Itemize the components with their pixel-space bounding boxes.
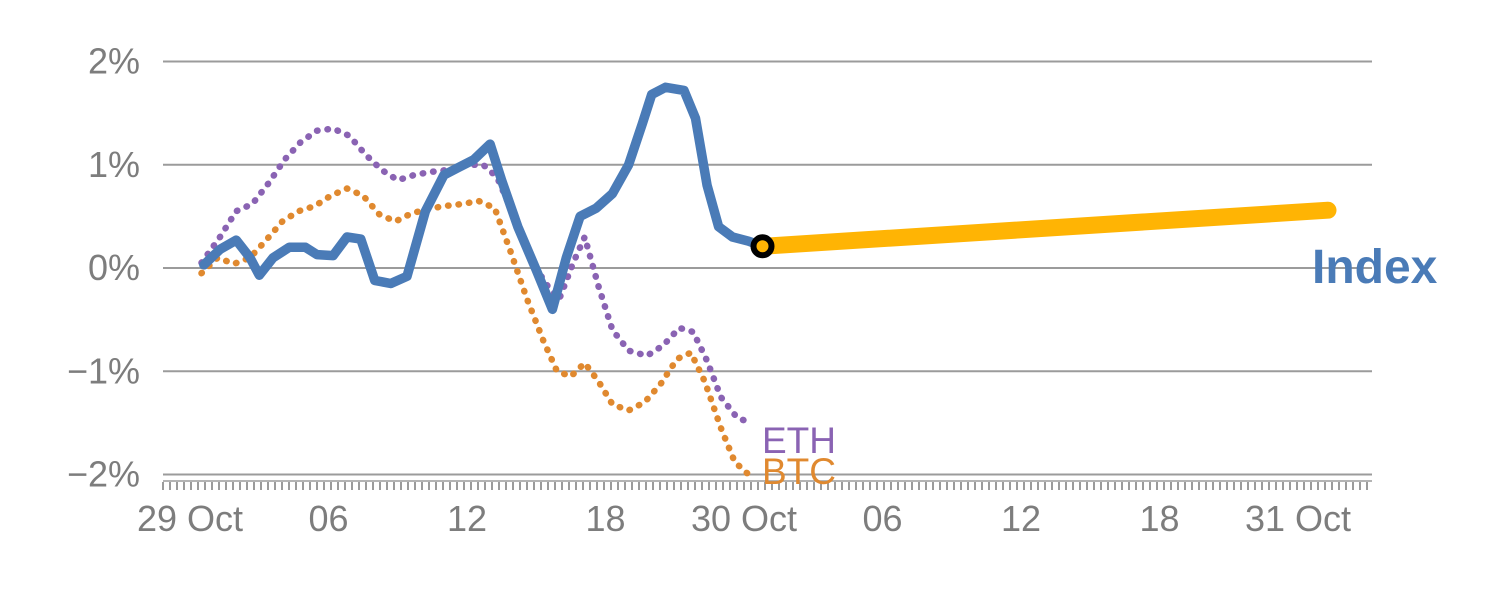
x-tick-label: 29 Oct — [137, 498, 243, 539]
x-tick-label: 06 — [862, 498, 902, 539]
eth-line — [198, 125, 755, 427]
index-line — [199, 82, 768, 315]
x-tick-label: 06 — [308, 498, 348, 539]
x-tick-label: 12 — [1001, 498, 1041, 539]
y-tick-label: 0% — [88, 247, 140, 288]
forecast-start-marker — [750, 234, 775, 259]
y-tick-label: −2% — [67, 454, 140, 495]
series-label-index: Index — [1312, 241, 1438, 294]
x-tick-label: 12 — [447, 498, 487, 539]
x-tick-label: 18 — [1139, 498, 1179, 539]
x-tick-label: 18 — [585, 498, 625, 539]
series-label-eth: ETH — [762, 420, 836, 461]
series-label-btc: BTC — [762, 451, 836, 492]
y-tick-label: −1% — [67, 350, 140, 391]
y-tick-label: 1% — [88, 144, 140, 185]
index-forecast-line — [754, 201, 1337, 255]
x-tick-label: 31 Oct — [1245, 498, 1351, 539]
y-tick-label: 2% — [88, 41, 140, 82]
btc-line — [198, 185, 752, 478]
x-tick-label: 30 Oct — [691, 498, 797, 539]
